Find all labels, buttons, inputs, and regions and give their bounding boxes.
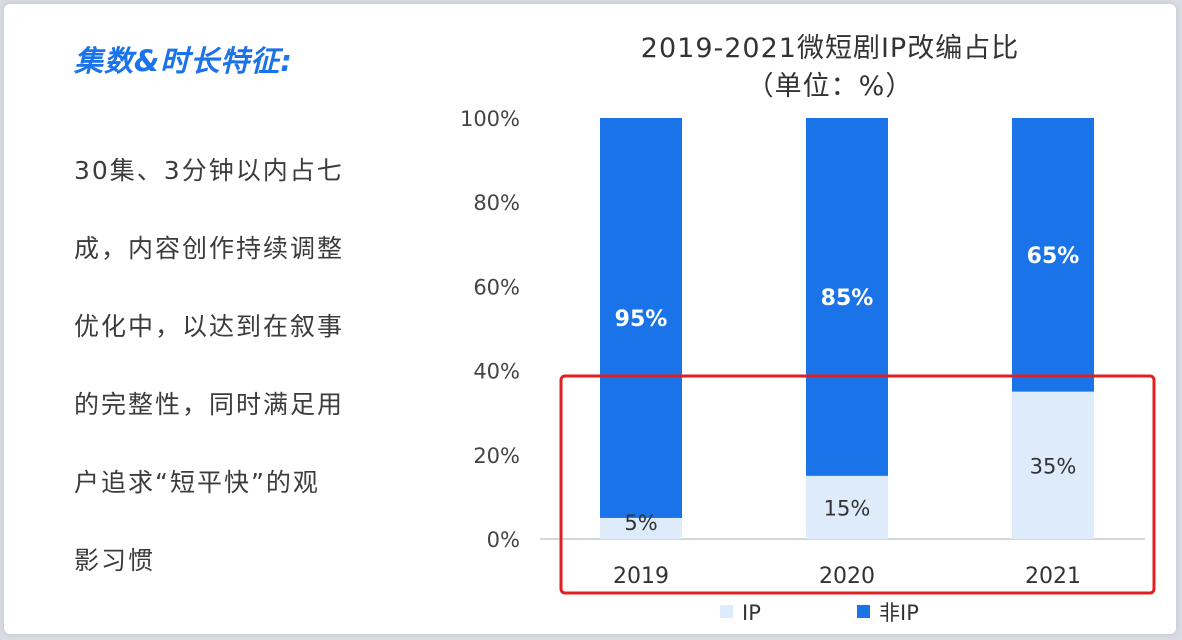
legend-label: IP — [742, 601, 761, 625]
description-line: 的完整性，同时满足用 — [74, 390, 345, 419]
legend-swatch-non-ip — [857, 605, 870, 618]
y-tick-label: 0% — [487, 528, 520, 552]
description-line: 成，内容创作持续调整 — [74, 234, 345, 263]
data-label: 85% — [821, 286, 874, 311]
highlight-box — [559, 374, 1156, 595]
data-label: 95% — [615, 307, 668, 332]
text-panel: 集数&时长特征: 30集、3分钟以内占七 成，内容创作持续调整 优化中，以达到在… — [74, 38, 414, 600]
slide-card — [4, 4, 1176, 634]
x-tick-label: 2019 — [613, 564, 669, 589]
bar-segment-ip-2020 — [806, 475, 888, 539]
description-text: 30集、3分钟以内占七 成，内容创作持续调整 优化中，以达到在叙事 的完整性，同… — [74, 132, 404, 600]
data-label: 5% — [624, 511, 657, 535]
bar-segment-ip-2019 — [600, 517, 682, 539]
section-heading: 集数&时长特征: — [74, 44, 293, 78]
bar-segment-ip-2021 — [1012, 391, 1094, 539]
bar-segment-ip-2019 — [600, 118, 682, 518]
y-tick-label: 20% — [473, 444, 520, 468]
description-line: 影习惯 — [74, 546, 156, 575]
chart-subtitle: （单位：%） — [746, 71, 914, 102]
description-line: 30集、3分钟以内占七 — [74, 156, 344, 185]
description-line: 优化中，以达到在叙事 — [74, 312, 345, 341]
data-label: 35% — [1030, 454, 1077, 478]
data-label: 65% — [1027, 244, 1080, 269]
y-tick-label: 80% — [473, 191, 520, 215]
legend-label: 非IP — [879, 601, 919, 625]
bar-segment-ip-2020 — [806, 118, 888, 476]
x-tick-label: 2020 — [819, 564, 875, 589]
x-tick-label: 2021 — [1025, 564, 1081, 589]
y-tick-label: 60% — [473, 275, 520, 299]
y-tick-label: 100% — [460, 107, 520, 131]
description-line: 户追求“短平快”的观 — [74, 468, 320, 497]
legend-swatch-ip — [720, 605, 733, 618]
y-tick-label: 40% — [473, 360, 520, 384]
bar-segment-ip-2021 — [1012, 118, 1094, 392]
data-label: 15% — [824, 496, 871, 520]
chart-title: 2019-2021微短剧IP改编占比 — [640, 33, 1020, 64]
